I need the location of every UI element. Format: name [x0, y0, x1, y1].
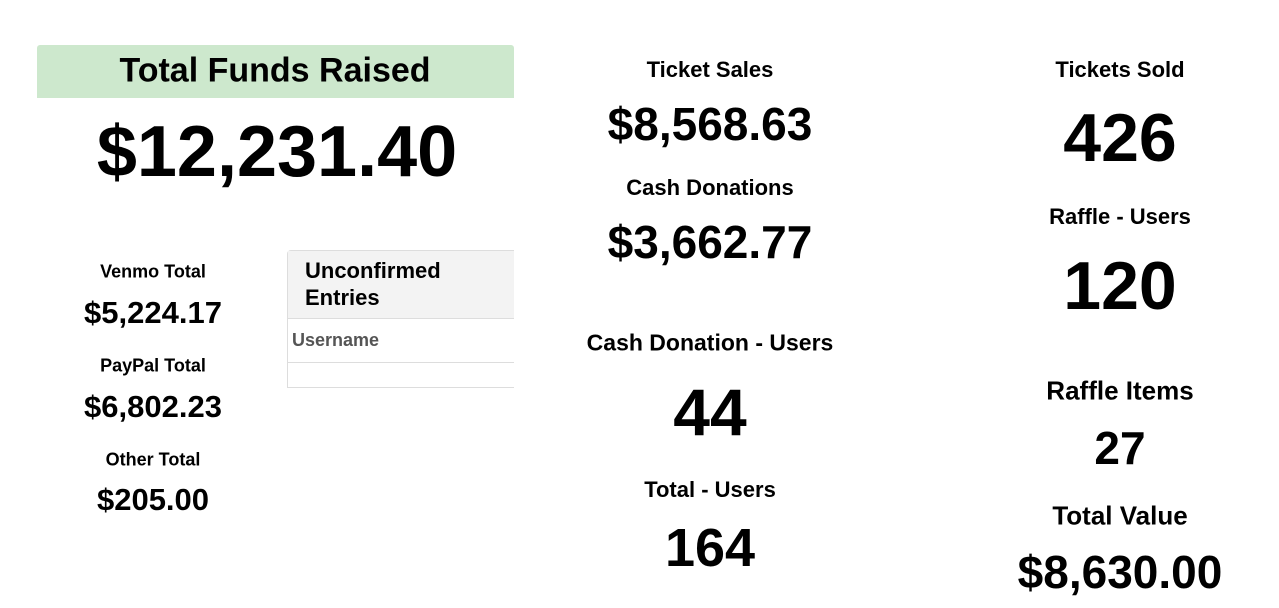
stat-value: $205.00	[96, 482, 210, 517]
stat-label: Cash Donation - Users	[586, 329, 834, 356]
stat-label: PayPal Total	[100, 355, 206, 376]
stat-value: $8,568.63	[607, 98, 813, 150]
stat-label: Raffle Items	[1046, 375, 1194, 406]
stat-label: Other Total	[105, 449, 201, 470]
stat-value: 27	[1094, 422, 1146, 474]
stat-value: 120	[1063, 248, 1177, 324]
stat-label: Total - Users	[644, 477, 776, 502]
stat-label: Total Value	[1052, 500, 1188, 531]
stat-label: Cash Donations	[626, 175, 794, 200]
total-value: $12,231.40	[96, 112, 458, 192]
header-band	[37, 45, 514, 98]
stat-label: Tickets Sold	[1055, 57, 1185, 82]
table-title: Unconfirmed Entries	[288, 251, 514, 319]
table-title-text: Unconfirmed Entries	[305, 258, 441, 310]
stat-value: 44	[673, 375, 747, 449]
column-header[interactable]: Username	[288, 319, 514, 363]
stat-value: $3,662.77	[607, 216, 813, 268]
stat-label: Venmo Total	[100, 261, 206, 282]
stat-value: $6,802.23	[84, 389, 222, 424]
stat-label: Raffle - Users	[1049, 204, 1191, 229]
unconfirmed-table: Unconfirmed Entries Username	[287, 250, 514, 388]
stat-value: 426	[1063, 100, 1177, 176]
stat-value: 164	[664, 518, 756, 578]
stat-label: Ticket Sales	[646, 57, 774, 82]
stat-value: $5,224.17	[84, 295, 222, 330]
stat-value: $8,630.00	[1017, 546, 1223, 598]
total-label: Total Funds Raised	[119, 51, 431, 90]
